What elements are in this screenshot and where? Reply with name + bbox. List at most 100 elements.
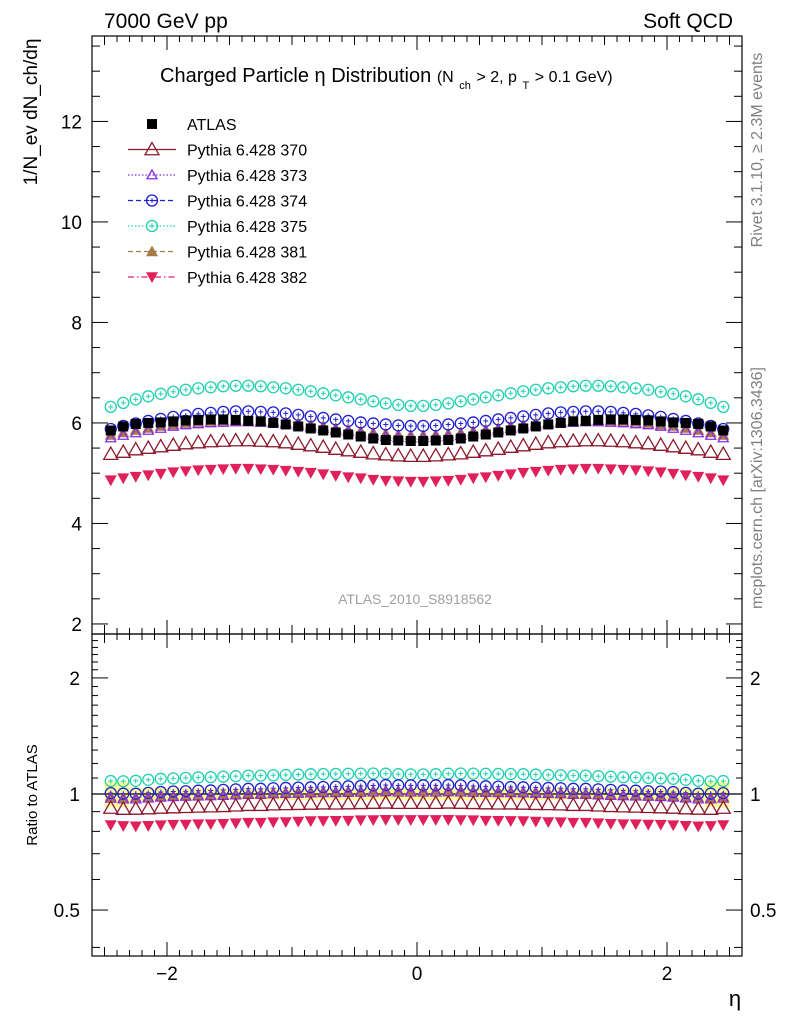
series-2-point [692, 426, 705, 438]
series-1-ratio-point [402, 794, 419, 810]
series-3-ratio-point-ring [579, 782, 592, 795]
series-0-point [318, 425, 329, 436]
series-1-ratio-point [377, 794, 394, 809]
series-4-ratio-point [654, 772, 667, 785]
series-1-ratio-point [502, 795, 519, 810]
chart-title: Charged Particle η Distribution (N ch > … [160, 65, 613, 94]
analysis-watermark: ATLAS_2010_S8918562 [338, 591, 492, 607]
series-6-point [479, 472, 492, 484]
series-3-point [379, 418, 392, 431]
series-3-ratio-point-ring [429, 779, 442, 792]
series-1-ratio-point [577, 796, 594, 812]
series-0-point [405, 436, 416, 447]
series-1-ratio-point [552, 796, 569, 811]
series-4-point [329, 389, 342, 402]
series-4-ratio-point [429, 768, 442, 781]
series-1-ratio-point [177, 798, 194, 814]
ratio-y-tick-label: 2 [69, 669, 80, 690]
series-4-point-ring [642, 383, 655, 396]
series-1-ratio-point [302, 795, 319, 810]
series-1-point [252, 432, 269, 447]
series-3-ratio-point-ring [154, 785, 167, 799]
series-4-point [154, 387, 167, 400]
series-3-ratio-point-ring [354, 779, 367, 793]
series-4-point [104, 400, 117, 414]
series-3-ratio-point-ring [654, 785, 667, 798]
series-1-point [402, 447, 419, 463]
series-3-ratio-point [354, 779, 367, 793]
series-6-ratio-point [417, 815, 430, 826]
series-1-point [190, 434, 207, 449]
series-3-point-ring [429, 419, 442, 432]
series-4-point [192, 382, 205, 395]
series-3-ratio-point-ring [379, 778, 392, 792]
series-3-ratio-point-ring [129, 787, 142, 800]
series-4-point [354, 393, 367, 406]
series-4-ratio-point [242, 769, 255, 782]
series-1-point [277, 434, 294, 449]
series-6-ratio-point [279, 817, 292, 829]
legend-marker-4-ring [145, 219, 159, 233]
series-4-point-ring [254, 380, 267, 393]
series-6-ratio-point [354, 815, 367, 827]
series-4-ratio-point [192, 771, 205, 784]
series-4-ratio-point-ring [167, 772, 180, 785]
series-3-point-ring [442, 418, 455, 431]
series-1-point [615, 433, 632, 448]
series-6-point [692, 471, 705, 483]
series-6-ratio-point [379, 815, 392, 826]
series-4-point [429, 398, 442, 412]
series-4-ratio-point-ring [192, 771, 205, 784]
series-1-ratio-point [215, 797, 232, 813]
series-1-ratio-point [477, 795, 494, 810]
series-4-ratio-point-ring [492, 767, 505, 781]
series-3-point [417, 419, 430, 433]
series-3-point-ring [454, 417, 467, 430]
series-1-ratio-point [140, 800, 157, 815]
series-4-ratio-point [554, 769, 567, 782]
series-3-point-ring [367, 417, 380, 430]
series-6-ratio-point [517, 816, 530, 828]
series-1-ratio-point [202, 798, 219, 813]
series-0-point [118, 421, 129, 432]
series-1-ratio-point [152, 799, 169, 814]
series-6-ratio-point [667, 820, 680, 832]
series-3-ratio-point-ring [367, 779, 380, 792]
series-4-ratio-point-ring [179, 771, 192, 785]
series-6-point [617, 464, 630, 476]
series-0-point [393, 435, 404, 446]
series-4-point-ring [679, 390, 692, 403]
series-2-point [704, 429, 717, 440]
series-4-ratio-point-ring [292, 768, 305, 781]
series-1-point [427, 447, 444, 462]
series-1-point [240, 432, 257, 447]
series-1-point [702, 443, 719, 458]
legend-marker-0 [147, 119, 157, 129]
series-2-point [667, 422, 680, 433]
series-6-ratio-point [367, 815, 380, 827]
series-4-ratio-point [217, 770, 230, 783]
series-6-point [579, 463, 592, 475]
series-4-point-ring [204, 381, 217, 394]
series-1-point [677, 439, 694, 454]
series-3-ratio-point-ring [242, 782, 255, 795]
legend-label-0: ATLAS [187, 117, 237, 134]
series-4-point-ring [342, 391, 355, 404]
series-3-ratio-point-ring [217, 783, 230, 797]
ratio-y-tick-label: 1 [69, 785, 80, 806]
series-1-point [340, 442, 357, 457]
series-0-point [380, 435, 391, 446]
series-1-ratio-point [702, 800, 719, 815]
series-3-ratio-point-ring [417, 779, 430, 792]
series-4-point [567, 380, 580, 393]
series-3-point [404, 419, 417, 433]
series-4-ratio-point-ring [467, 767, 480, 780]
series-3-ratio-point-ring [492, 780, 505, 793]
legend-label-1: Pythia 6.428 370 [187, 143, 307, 160]
series-3-ratio-point-ring [192, 784, 205, 797]
series-0-point [280, 419, 291, 430]
series-4-ratio-point [454, 767, 467, 780]
series-0-point [530, 421, 541, 432]
series-4-ratio-point-ring [642, 771, 655, 785]
series-4-point [692, 393, 705, 406]
